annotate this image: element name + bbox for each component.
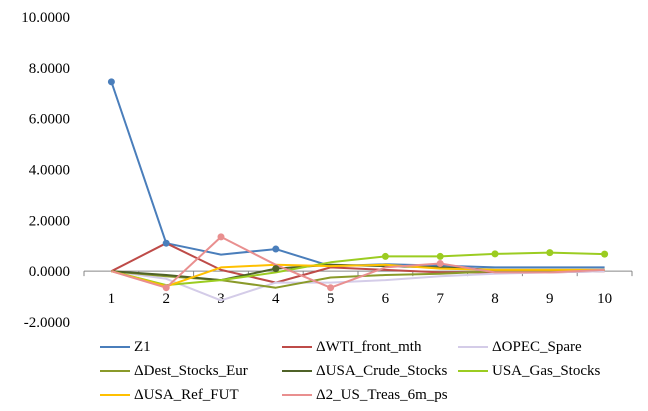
x-tick-label: 3: [217, 291, 225, 307]
legend-item-z1: Z1: [100, 336, 151, 358]
x-tick-label: 10: [597, 291, 612, 307]
series-line-2-us-treas-6m-ps: [111, 235, 605, 289]
legend-swatch: [282, 346, 312, 348]
chart-canvas: 10.0000 8.0000 6.0000 4.0000 2.0000 0.0000 -2.…: [21, 10, 633, 331]
x-tick-label: 4: [272, 291, 280, 307]
data-point-z1: [107, 78, 115, 86]
x-tick-label: 6: [382, 291, 390, 307]
series-lines: [107, 78, 609, 302]
data-point-2-us-treas-6m-ps: [162, 284, 170, 292]
legend-label: ΔUSA_Crude_Stocks: [316, 362, 448, 379]
legend-item-opec-spare: ΔOPEC_Spare: [458, 336, 582, 358]
legend-label: ΔWTI_front_mth: [316, 338, 422, 355]
y-tick-label: 4.0000: [29, 163, 70, 179]
x-tick-label: 5: [327, 291, 335, 307]
x-tick-label: 1: [108, 291, 116, 307]
legend-label: ΔDest_Stocks_Eur: [134, 362, 248, 379]
legend-label: ΔOPEC_Spare: [492, 338, 582, 355]
legend-swatch: [282, 370, 312, 372]
y-tick-label: 0.0000: [29, 264, 70, 280]
series-line-usa-ref-fut: [111, 263, 605, 288]
data-point-usa-gas-stocks: [546, 249, 554, 257]
data-point-z1: [162, 239, 170, 247]
series-line-usa-gas-stocks: [111, 251, 605, 287]
data-point-usa-gas-stocks: [436, 252, 444, 260]
legend-label: USA_Gas_Stocks: [492, 362, 601, 379]
data-point-z1: [272, 245, 280, 253]
data-point-usa-gas-stocks: [491, 250, 499, 258]
y-tick-label: -2.0000: [24, 315, 70, 331]
legend-item-2-us-treas-6m-ps: Δ2_US_Treas_6m_ps: [282, 384, 448, 406]
y-tick-label: 10.0000: [21, 10, 70, 26]
data-point-2-us-treas-6m-ps: [217, 233, 225, 241]
y-tick-label: 2.0000: [29, 213, 70, 229]
x-tick-label: 2: [162, 291, 170, 307]
x-tick-label: 9: [546, 291, 554, 307]
legend-swatch: [100, 370, 130, 372]
legend-swatch: [458, 346, 488, 348]
legend-item-usa-gas-stocks: USA_Gas_Stocks: [458, 360, 600, 382]
legend-swatch: [282, 394, 312, 396]
x-tick-label: 8: [491, 291, 499, 307]
legend-item-usa-crude-stocks: ΔUSA_Crude_Stocks: [282, 360, 447, 382]
y-tick-label: 8.0000: [29, 61, 70, 77]
legend-label: Δ2_US_Treas_6m_ps: [316, 386, 448, 403]
legend-item-dest-stocks-eur: ΔDest_Stocks_Eur: [100, 360, 248, 382]
legend-label: ΔUSA_Ref_FUT: [134, 386, 239, 403]
legend-label: Z1: [134, 338, 151, 355]
y-axis-ticks: 10.0000 8.0000 6.0000 4.0000 2.0000 0.0000 -2.…: [21, 10, 70, 331]
data-point-usa-gas-stocks: [381, 252, 389, 260]
legend-swatch: [458, 370, 488, 372]
data-point-usa-crude-stocks: [272, 265, 280, 273]
x-tick-label: 7: [436, 291, 444, 307]
data-point-2-us-treas-6m-ps: [327, 284, 335, 292]
chart-legend: Z1 ΔWTI_front_mth ΔOPEC_Spare ΔDest_Stocks_…: [0, 336, 648, 408]
legend-item-wti-front-mth: ΔWTI_front_mth: [282, 336, 421, 358]
data-point-usa-gas-stocks: [601, 250, 609, 258]
series-line-z1: [110, 81, 605, 269]
legend-swatch: [100, 394, 130, 396]
legend-swatch: [100, 346, 130, 348]
y-tick-label: 6.0000: [29, 112, 70, 128]
data-point-2-us-treas-6m-ps: [436, 260, 444, 268]
legend-item-usa-ref-fut: ΔUSA_Ref_FUT: [100, 384, 239, 406]
